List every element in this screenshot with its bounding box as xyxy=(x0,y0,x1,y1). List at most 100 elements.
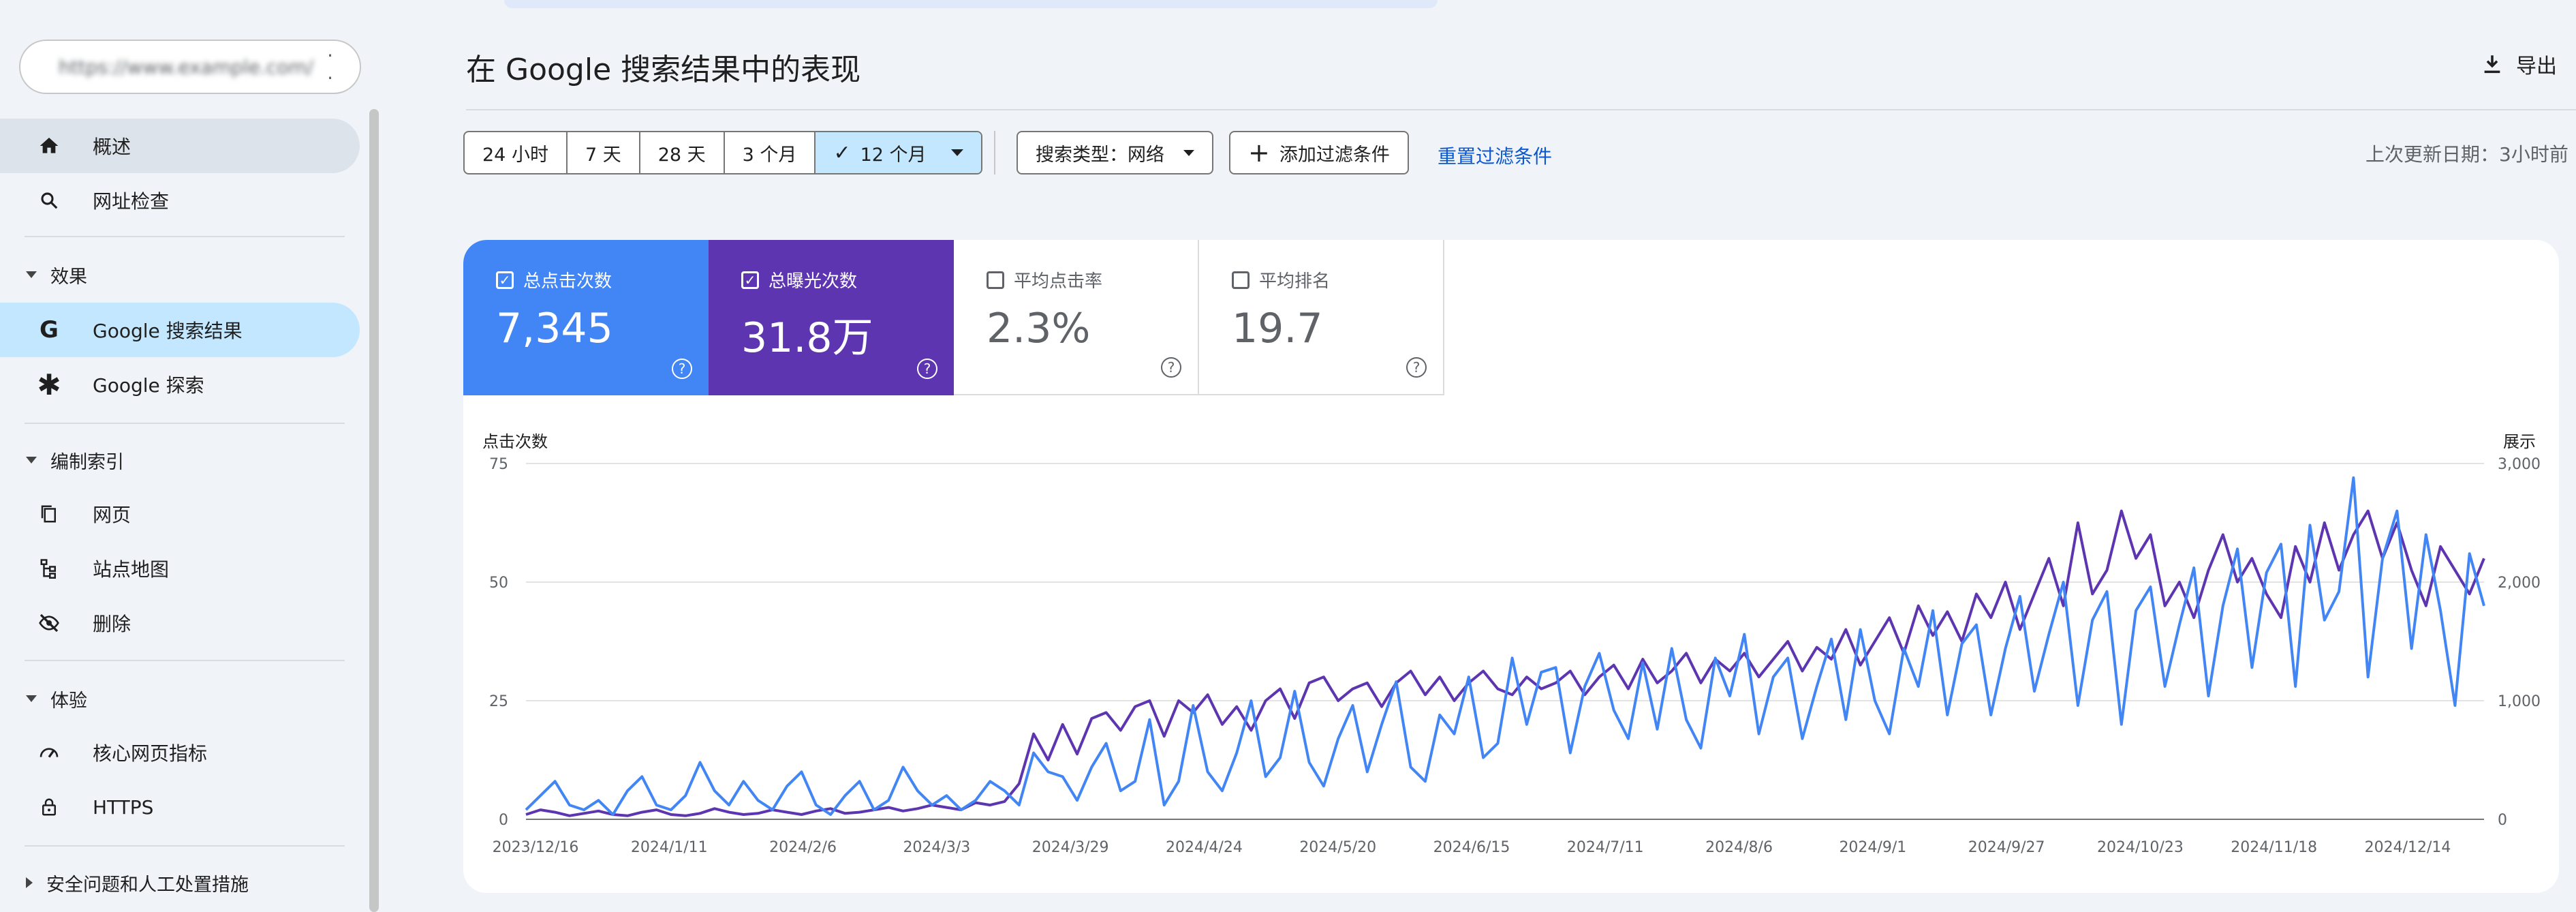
x-tick-label: 2023/12/16 xyxy=(493,839,579,856)
search-icon xyxy=(35,187,63,214)
date-range-group: 24 小时 7 天 28 天 3 个月 ✓ 12 个月 xyxy=(463,131,982,174)
google-g-icon: G xyxy=(40,316,59,344)
help-icon[interactable]: ? xyxy=(917,359,937,379)
sidebar-item-label: 删除 xyxy=(93,613,131,635)
checkbox-unchecked-icon[interactable] xyxy=(987,271,1004,289)
x-tick-label: 2024/4/24 xyxy=(1166,839,1243,856)
help-icon[interactable]: ? xyxy=(1161,357,1181,378)
x-tick-label: 2024/10/23 xyxy=(2097,839,2184,856)
metric-label: 总点击次数 xyxy=(523,271,612,292)
metric-value: 31.8万 xyxy=(741,314,873,362)
property-selector[interactable]: https://www.example.com/ · · xyxy=(19,40,361,94)
divider xyxy=(25,660,345,661)
sidebar-item-google-search[interactable]: G Google 搜索结果 xyxy=(0,303,360,357)
metric-value: 2.3% xyxy=(987,305,1091,352)
right-axis-title: 展示 xyxy=(2503,432,2536,451)
export-button[interactable]: 导出 xyxy=(2481,49,2557,79)
sidebar-item-https[interactable]: HTTPS xyxy=(0,780,360,834)
left-tick-label: 25 xyxy=(489,693,508,710)
eye-off-icon xyxy=(35,609,63,637)
x-tick-label: 2024/12/14 xyxy=(2365,839,2451,856)
search-type-filter[interactable]: 搜索类型：网络 xyxy=(1017,131,1213,174)
date-range-3m[interactable]: 3 个月 xyxy=(725,132,816,173)
x-tick-label: 2024/1/11 xyxy=(631,839,708,856)
divider xyxy=(25,236,345,237)
check-icon: ✓ xyxy=(833,140,851,165)
dropdown-dots-icon: · · xyxy=(327,44,340,89)
help-icon[interactable]: ? xyxy=(1406,357,1427,378)
sidebar-item-core-web-vitals[interactable]: 核心网页指标 xyxy=(0,725,360,780)
sidebar-scrollbar[interactable] xyxy=(369,109,379,912)
metric-average-position[interactable]: 平均排名 19.7 ? xyxy=(1199,240,1444,395)
checkbox-checked-icon[interactable]: ✓ xyxy=(496,271,514,289)
section-label: 效果 xyxy=(50,266,87,288)
date-range-24h[interactable]: 24 小时 xyxy=(465,132,568,173)
sidebar-item-label: 核心网页指标 xyxy=(93,742,208,765)
reset-filters-link[interactable]: 重置过滤条件 xyxy=(1438,145,1553,168)
section-label: 体验 xyxy=(50,690,87,712)
sidebar-item-label: Google 探索 xyxy=(93,374,204,397)
caret-down-icon xyxy=(26,271,37,278)
caret-down-icon xyxy=(950,149,963,156)
x-tick-label: 2024/8/6 xyxy=(1705,839,1773,856)
metric-value: 7,345 xyxy=(496,305,613,352)
series-line-clicks xyxy=(525,476,2485,816)
sidebar-item-label: 概述 xyxy=(93,136,131,158)
plus-icon: + xyxy=(1248,138,1270,168)
caret-down-icon xyxy=(1183,149,1194,156)
x-tick-label: 2024/9/1 xyxy=(1839,839,1906,856)
section-security[interactable]: 安全问题和人工处置措施 xyxy=(0,859,360,907)
section-experience[interactable]: 体验 xyxy=(0,675,360,723)
performance-chart[interactable]: 0 25 50 75 0 1,000 2,000 3,000 2023/12/16 2024/1/… xyxy=(463,240,2559,893)
x-tick-label: 2024/9/27 xyxy=(1968,839,2045,856)
x-tick-label: 2024/3/3 xyxy=(903,839,970,856)
property-name: https://www.example.com/ xyxy=(59,55,314,78)
section-label: 编制索引 xyxy=(50,451,124,473)
divider xyxy=(25,845,345,847)
section-label: 安全问题和人工处置措施 xyxy=(46,874,249,896)
last-updated: 上次更新日期：3小时前 xyxy=(2365,143,2569,166)
sidebar-item-label: 站点地图 xyxy=(93,558,170,581)
divider xyxy=(25,423,345,424)
left-tick-label: 50 xyxy=(489,575,508,592)
metric-total-clicks[interactable]: ✓ 总点击次数 7,345 ? xyxy=(463,240,709,395)
sidebar-item-removals[interactable]: 删除 xyxy=(0,596,360,650)
sidebar-item-pages[interactable]: 网页 xyxy=(0,487,360,541)
date-range-12m[interactable]: ✓ 12 个月 xyxy=(816,132,981,173)
metric-total-impressions[interactable]: ✓ 总曝光次数 31.8万 ? xyxy=(709,240,954,395)
asterisk-icon: ✱ xyxy=(37,367,61,401)
home-icon xyxy=(35,132,63,159)
add-filter-button[interactable]: + 添加过滤条件 xyxy=(1229,131,1409,174)
sidebar-item-label: HTTPS xyxy=(93,795,154,819)
checkbox-unchecked-icon[interactable] xyxy=(1232,271,1250,289)
metric-label: 总曝光次数 xyxy=(769,271,858,292)
sidebar-item-sitemaps[interactable]: 站点地图 xyxy=(0,541,360,596)
page-title: 在 Google 搜索结果中的表现 xyxy=(466,52,861,87)
export-label: 导出 xyxy=(2516,55,2557,78)
lock-icon xyxy=(35,793,63,821)
sidebar: https://www.example.com/ · · 概述 网址检查 效果 … xyxy=(0,0,382,912)
download-icon xyxy=(2484,55,2500,74)
x-tick-label: 2024/7/11 xyxy=(1567,839,1644,856)
search-type-label: 搜索类型：网络 xyxy=(1036,144,1164,166)
x-tick-label: 2024/2/6 xyxy=(769,839,837,856)
checkbox-checked-icon[interactable]: ✓ xyxy=(741,271,759,289)
sidebar-item-google-discover[interactable]: ✱ Google 探索 xyxy=(0,357,360,412)
sidebar-item-label: 网址检查 xyxy=(93,190,170,213)
sidebar-item-overview[interactable]: 概述 xyxy=(0,119,360,173)
sidebar-item-url-inspection[interactable]: 网址检查 xyxy=(0,173,360,228)
metric-average-ctr[interactable]: 平均点击率 2.3% ? xyxy=(954,240,1199,395)
top-banner-strip xyxy=(504,0,1438,8)
section-performance[interactable]: 效果 xyxy=(0,251,360,299)
right-tick-label: 3,000 xyxy=(2498,456,2541,473)
right-tick-label: 2,000 xyxy=(2498,575,2541,592)
date-range-28d[interactable]: 28 天 xyxy=(640,132,725,173)
left-tick-label: 0 xyxy=(499,812,508,829)
help-icon[interactable]: ? xyxy=(672,359,692,379)
series-line-impressions xyxy=(525,509,2485,817)
caret-down-icon xyxy=(26,695,37,702)
performance-card: ✓ 总点击次数 7,345 ? ✓ 总曝光次数 31.8万 ? 平均点击率 2.3%… xyxy=(463,240,2559,893)
date-range-7d[interactable]: 7 天 xyxy=(568,132,640,173)
left-axis-title: 点击次数 xyxy=(482,432,548,451)
section-indexing[interactable]: 编制索引 xyxy=(0,436,360,484)
